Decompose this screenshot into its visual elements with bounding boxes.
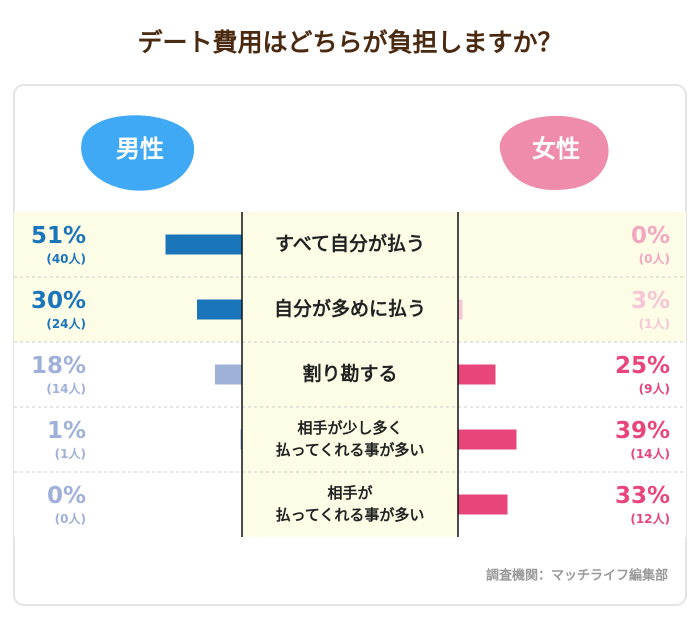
male-blob bbox=[81, 115, 195, 191]
count-label: (0人) bbox=[639, 251, 670, 266]
category-label: すべて自分が払う bbox=[275, 232, 425, 255]
value-label: 25% bbox=[615, 353, 670, 379]
count-label: (12人) bbox=[630, 511, 670, 526]
value-label: 1% bbox=[47, 418, 86, 444]
bar bbox=[458, 299, 463, 320]
center-cell bbox=[242, 472, 458, 537]
count-label: (0人) bbox=[55, 511, 86, 526]
source: 調査機関：マッチライフ編集部 bbox=[486, 568, 668, 584]
value-label: 51% bbox=[31, 223, 86, 249]
bar bbox=[215, 364, 242, 385]
bar bbox=[458, 494, 508, 515]
rows: すべて自分が払う 51% (40人) 0% (0人) 自分が多めに払う 30% (24人) 3%… bbox=[14, 212, 686, 537]
bar bbox=[458, 429, 517, 450]
count-label: (14人) bbox=[630, 446, 670, 461]
center-cell bbox=[242, 342, 458, 407]
female-blob bbox=[499, 115, 609, 191]
category-label: 自分が多めに払う bbox=[274, 297, 426, 320]
bar bbox=[197, 299, 242, 320]
legend-female: 女性 bbox=[532, 135, 580, 163]
category-label: 相手が bbox=[327, 484, 373, 502]
bar bbox=[165, 234, 242, 255]
category-label: 払ってくれる事が多い bbox=[276, 506, 425, 524]
count-label: (1人) bbox=[55, 446, 86, 461]
value-label: 33% bbox=[615, 483, 670, 509]
value-label: 3% bbox=[631, 288, 670, 314]
bar bbox=[458, 364, 496, 385]
value-label: 18% bbox=[31, 353, 86, 379]
count-label: (24人) bbox=[46, 316, 86, 331]
count-label: (1人) bbox=[639, 316, 670, 331]
value-label: 0% bbox=[631, 223, 670, 249]
center-cell bbox=[242, 407, 458, 472]
category-label: 相手が少し多く bbox=[297, 419, 402, 437]
count-label: (40人) bbox=[46, 251, 86, 266]
count-label: (14人) bbox=[46, 381, 86, 396]
count-label: (9人) bbox=[639, 381, 670, 396]
legend-male: 男性 bbox=[116, 135, 164, 163]
chart-title: デート費用はどちらが負担しますか？ bbox=[137, 28, 562, 57]
value-label: 30% bbox=[31, 288, 86, 314]
center-cell bbox=[242, 212, 458, 277]
category-label: 払ってくれる事が多い bbox=[276, 441, 425, 459]
value-label: 39% bbox=[615, 418, 670, 444]
category-label: 割り勘する bbox=[302, 362, 397, 385]
center-cell bbox=[242, 277, 458, 342]
value-label: 0% bbox=[47, 483, 86, 509]
